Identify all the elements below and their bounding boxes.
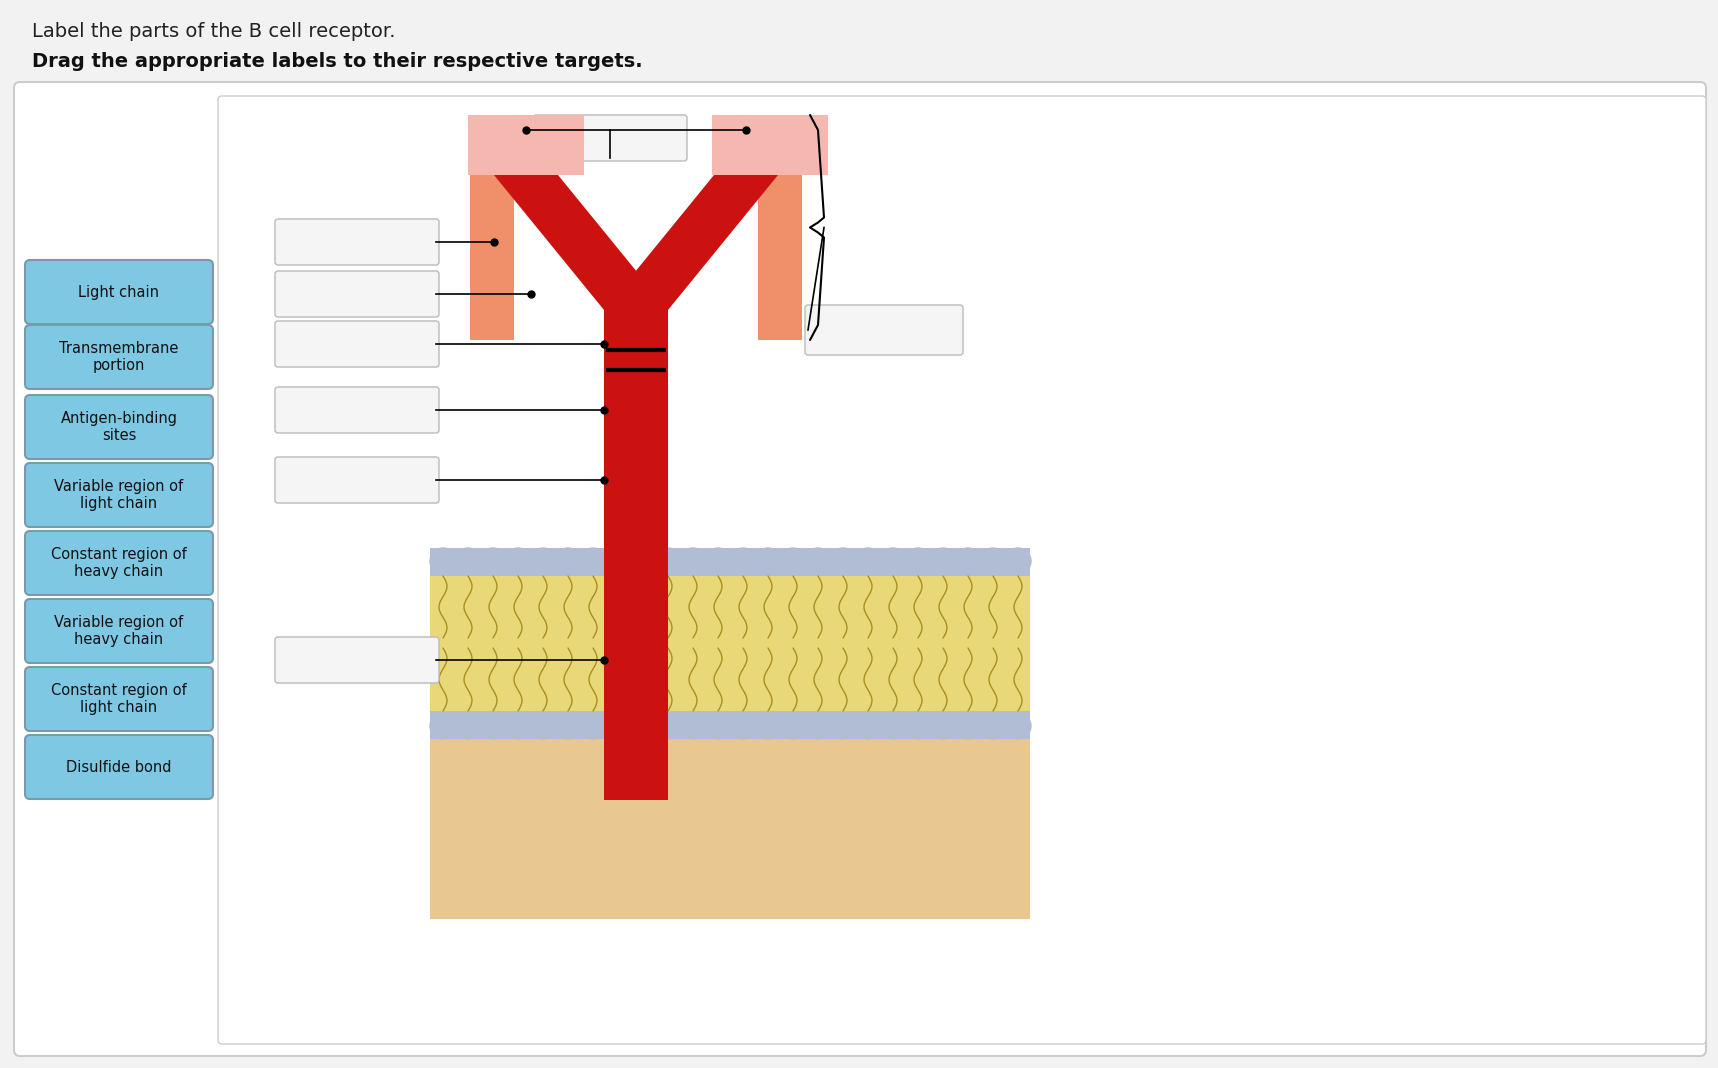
Bar	[430, 711, 1031, 739]
FancyBboxPatch shape	[14, 82, 1706, 1056]
Polygon shape	[471, 170, 514, 340]
Circle shape	[880, 548, 905, 574]
Circle shape	[455, 548, 481, 574]
Circle shape	[704, 713, 730, 739]
FancyBboxPatch shape	[218, 96, 1706, 1045]
FancyBboxPatch shape	[26, 395, 213, 459]
Circle shape	[581, 713, 606, 739]
FancyBboxPatch shape	[275, 219, 440, 265]
Bar	[430, 739, 1031, 918]
Bar	[430, 576, 1031, 711]
Text: Light chain: Light chain	[79, 284, 160, 299]
Circle shape	[730, 548, 756, 574]
Circle shape	[754, 548, 782, 574]
Text: Constant region of
light chain: Constant region of light chain	[52, 682, 187, 716]
FancyBboxPatch shape	[806, 305, 964, 355]
Polygon shape	[758, 170, 802, 340]
Circle shape	[830, 548, 856, 574]
Circle shape	[806, 713, 832, 739]
Circle shape	[631, 713, 656, 739]
Circle shape	[479, 713, 507, 739]
Circle shape	[880, 713, 905, 739]
Circle shape	[505, 548, 531, 574]
Bar	[605, 310, 668, 800]
Circle shape	[605, 548, 631, 574]
Circle shape	[655, 548, 680, 574]
FancyBboxPatch shape	[26, 735, 213, 799]
Circle shape	[704, 548, 730, 574]
Text: Disulfide bond: Disulfide bond	[67, 759, 172, 774]
Circle shape	[1005, 548, 1031, 574]
Circle shape	[754, 713, 782, 739]
Text: Constant region of
heavy chain: Constant region of heavy chain	[52, 547, 187, 579]
Circle shape	[430, 548, 455, 574]
Circle shape	[581, 548, 606, 574]
Circle shape	[780, 713, 806, 739]
Polygon shape	[495, 175, 668, 310]
Circle shape	[979, 713, 1007, 739]
Circle shape	[929, 548, 955, 574]
Circle shape	[905, 548, 931, 574]
FancyBboxPatch shape	[275, 457, 440, 503]
Circle shape	[529, 548, 557, 574]
FancyBboxPatch shape	[26, 668, 213, 731]
Circle shape	[979, 548, 1007, 574]
FancyBboxPatch shape	[533, 115, 687, 161]
Circle shape	[680, 713, 706, 739]
Circle shape	[730, 713, 756, 739]
Circle shape	[455, 713, 481, 739]
FancyBboxPatch shape	[26, 260, 213, 324]
Circle shape	[680, 548, 706, 574]
Text: Label the parts of the B cell receptor.: Label the parts of the B cell receptor.	[33, 22, 395, 41]
FancyBboxPatch shape	[26, 464, 213, 527]
Bar	[430, 548, 1031, 576]
FancyBboxPatch shape	[26, 531, 213, 595]
Circle shape	[505, 713, 531, 739]
Bar	[467, 115, 584, 175]
FancyBboxPatch shape	[275, 271, 440, 317]
FancyBboxPatch shape	[275, 637, 440, 684]
Text: Antigen-binding
sites: Antigen-binding sites	[60, 411, 177, 443]
Circle shape	[1005, 713, 1031, 739]
Circle shape	[479, 548, 507, 574]
Circle shape	[856, 713, 881, 739]
FancyBboxPatch shape	[26, 599, 213, 663]
Circle shape	[555, 548, 581, 574]
Circle shape	[605, 713, 631, 739]
Circle shape	[780, 548, 806, 574]
Polygon shape	[605, 175, 778, 310]
Circle shape	[905, 713, 931, 739]
Text: Drag the appropriate labels to their respective targets.: Drag the appropriate labels to their res…	[33, 52, 643, 70]
Text: Variable region of
heavy chain: Variable region of heavy chain	[55, 615, 184, 647]
Text: Variable region of
light chain: Variable region of light chain	[55, 478, 184, 512]
Circle shape	[655, 713, 680, 739]
Bar	[711, 115, 828, 175]
FancyBboxPatch shape	[26, 325, 213, 389]
Circle shape	[929, 713, 955, 739]
FancyBboxPatch shape	[275, 387, 440, 433]
Circle shape	[430, 713, 455, 739]
Circle shape	[529, 713, 557, 739]
Circle shape	[806, 548, 832, 574]
Circle shape	[856, 548, 881, 574]
Text: Transmembrane
portion: Transmembrane portion	[60, 341, 179, 373]
FancyBboxPatch shape	[275, 321, 440, 367]
Circle shape	[555, 713, 581, 739]
Circle shape	[955, 548, 981, 574]
Circle shape	[955, 713, 981, 739]
Circle shape	[631, 548, 656, 574]
Circle shape	[830, 713, 856, 739]
